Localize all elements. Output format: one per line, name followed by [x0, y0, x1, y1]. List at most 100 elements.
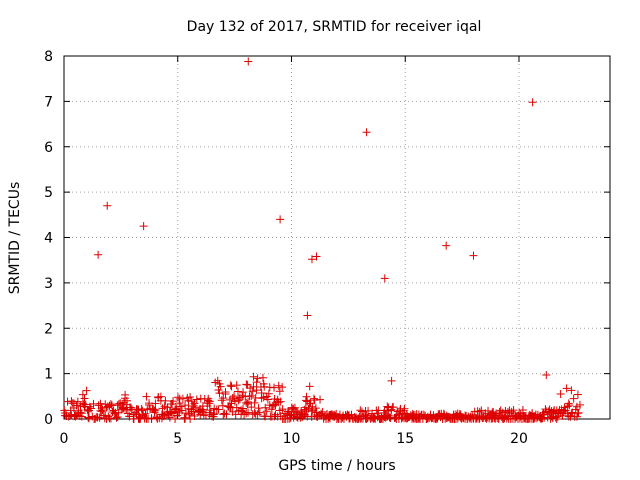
data-point — [86, 404, 95, 413]
data-point — [141, 409, 150, 418]
data-point — [252, 378, 261, 387]
data-point — [220, 409, 229, 418]
x-tick-label: 15 — [396, 431, 414, 447]
data-point — [263, 395, 272, 404]
data-point — [221, 388, 230, 397]
y-tick-label: 0 — [44, 412, 53, 428]
outlier-point — [528, 98, 537, 107]
grid-lines — [64, 56, 610, 419]
data-point — [247, 391, 256, 400]
data-point — [205, 399, 214, 408]
data-point — [574, 408, 583, 417]
data-point — [106, 414, 115, 423]
data-point — [253, 410, 262, 419]
data-point — [248, 387, 257, 396]
data-point — [278, 405, 287, 414]
data-point — [96, 399, 105, 408]
data-point — [232, 403, 241, 412]
data-point — [153, 414, 162, 423]
y-axis-label: SRMTID / TECUs — [7, 182, 23, 295]
data-point — [262, 407, 271, 416]
data-point — [73, 397, 82, 406]
data-point — [569, 394, 578, 403]
outlier-point — [94, 250, 103, 259]
data-point — [230, 397, 239, 406]
y-tick-label: 6 — [44, 140, 53, 156]
data-point — [227, 399, 236, 408]
data-point — [492, 409, 501, 418]
data-point — [222, 410, 231, 419]
data-point — [239, 404, 248, 413]
data-point — [276, 397, 285, 406]
data-point — [149, 405, 158, 414]
data-point — [332, 409, 341, 418]
data-point — [308, 402, 317, 411]
data-point — [163, 403, 172, 412]
x-tick-label: 0 — [60, 431, 69, 447]
outlier-point — [380, 274, 389, 283]
data-point — [142, 392, 151, 401]
y-tick-label: 8 — [44, 49, 53, 65]
data-point — [389, 403, 398, 412]
outlier-point — [244, 57, 253, 66]
data-point — [267, 405, 276, 414]
data-point — [168, 409, 177, 418]
outlier-point — [362, 128, 371, 137]
outlier-point — [307, 255, 316, 264]
outlier-point — [305, 382, 314, 391]
data-point — [173, 393, 182, 402]
data-point — [473, 407, 482, 416]
data-point — [255, 408, 264, 417]
data-point — [545, 405, 554, 414]
data-point — [76, 408, 85, 417]
data-point — [126, 403, 135, 412]
data-point — [72, 401, 81, 410]
data-point — [225, 403, 234, 412]
outlier-point — [103, 201, 112, 210]
y-tick-label: 4 — [44, 231, 53, 247]
data-point — [113, 413, 122, 422]
data-point — [78, 390, 87, 399]
data-point — [97, 407, 106, 416]
data-point — [171, 414, 180, 423]
data-point — [247, 403, 256, 412]
y-tick-label: 2 — [44, 321, 53, 337]
data-point — [227, 382, 236, 391]
data-point — [198, 407, 207, 416]
data-point — [178, 394, 187, 403]
data-point — [237, 406, 246, 415]
data-point — [244, 397, 253, 406]
data-point — [567, 386, 576, 395]
data-point — [572, 412, 581, 421]
data-point — [122, 396, 131, 405]
data-point — [309, 394, 318, 403]
y-tick-label: 7 — [44, 94, 53, 110]
data-point — [217, 396, 226, 405]
data-point — [84, 406, 93, 415]
data-point — [575, 400, 584, 409]
data-point — [324, 414, 333, 423]
data-point — [140, 413, 149, 422]
data-point — [173, 407, 182, 416]
data-point — [311, 404, 320, 413]
data-point — [261, 403, 270, 412]
data-point — [364, 406, 373, 415]
data-point — [186, 414, 195, 423]
axis-tick-labels: 0 5 10 15 20 0 1 2 3 4 5 6 7 8 — [44, 49, 528, 447]
data-point — [302, 392, 311, 401]
outlier-point — [442, 241, 451, 250]
data-points — [60, 57, 584, 423]
data-point — [257, 394, 266, 403]
data-point — [138, 406, 147, 415]
outlier-point — [303, 311, 312, 320]
data-point — [306, 399, 315, 408]
data-point — [233, 387, 242, 396]
data-point — [205, 397, 214, 406]
data-point — [98, 405, 107, 414]
data-point — [507, 407, 516, 416]
data-point — [484, 406, 493, 415]
x-tick-label: 5 — [173, 431, 182, 447]
data-point — [356, 406, 365, 415]
data-point — [186, 392, 195, 401]
